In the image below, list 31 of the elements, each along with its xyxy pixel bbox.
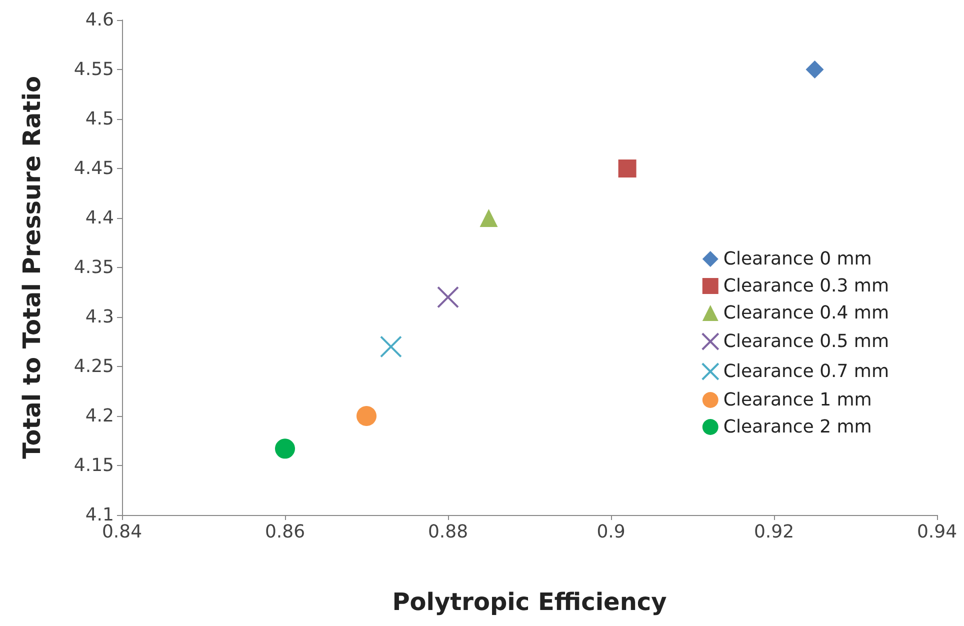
x-tick-label: 0.86 [264,522,306,542]
point [275,438,295,459]
legend-label: Clearance 0.3 mm [723,276,890,296]
point [380,336,402,358]
legend-label: Clearance 0.4 mm [723,302,890,324]
y-tick-label: 4.35 [74,257,114,278]
legend-label: Clearance 0 mm [723,248,872,270]
y-tick-label: 4.2 [85,406,114,426]
legend-label: Clearance 2 mm [723,416,872,438]
y-tick-label: 4.55 [74,59,114,80]
y-tick-label: 4.3 [85,306,114,328]
legend-label: Clearance 0.5 mm [723,331,890,352]
y-axis-title: Total to Total Pressure Ratio [18,76,46,459]
point [806,60,824,78]
y-tick-label: 4.5 [85,108,114,130]
x-tick-label: 0.9 [596,522,626,542]
point [618,160,636,178]
x-tick-label: 0.92 [754,522,794,542]
point [480,209,498,227]
y-tick-label: 4.25 [74,356,114,377]
point [356,406,376,426]
legend-label: Clearance 0.7 mm [723,361,890,382]
y-tick-label: 4.6 [85,10,114,30]
x-tick-label: 0.94 [916,522,958,542]
y-tick-label: 4.4 [85,208,114,228]
x-tick-label: 0.88 [428,522,468,542]
x-axis-title: Polytropic Efficiency [392,588,668,616]
y-tick-label: 4.45 [74,158,114,179]
legend-label: Clearance 1 mm [723,390,872,410]
point [437,286,459,308]
y-tick-label: 4.15 [74,455,114,476]
